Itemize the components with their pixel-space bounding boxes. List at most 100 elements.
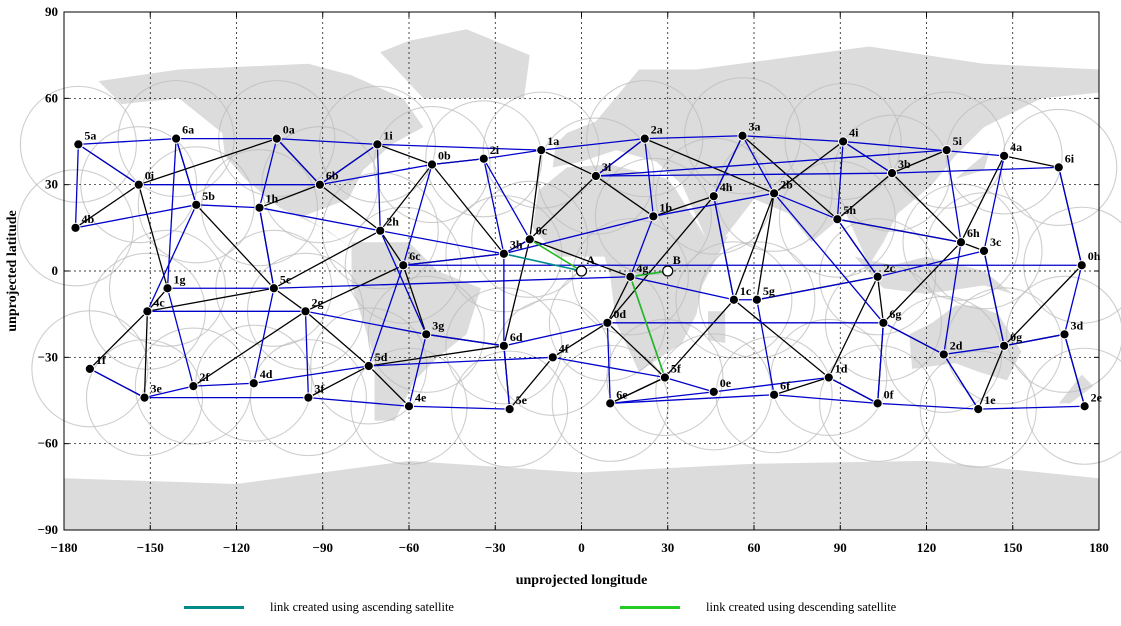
satellite-0g xyxy=(999,340,1010,351)
satellite-5d xyxy=(363,360,374,372)
satellite-label-4a: 4a xyxy=(1010,140,1022,154)
black-link-6b-2h xyxy=(319,184,381,232)
satellite-label-2a: 2a xyxy=(651,123,663,137)
satellite-label-6i: 6i xyxy=(1065,151,1075,165)
satellite-2c xyxy=(872,271,883,282)
footprint-1i xyxy=(318,85,436,203)
satellite-label-1d: 1d xyxy=(835,361,848,375)
landmass-1 xyxy=(351,242,481,421)
satellite-2h xyxy=(375,225,386,236)
satellite-5c xyxy=(268,283,279,294)
satellite-label-4i: 4i xyxy=(849,126,859,140)
blue-link-1i-1a xyxy=(377,143,542,151)
satellite-label-3a: 3a xyxy=(749,120,761,134)
satellite-6f xyxy=(769,389,780,400)
satellite-6g xyxy=(878,317,889,328)
ground-station-links xyxy=(503,238,668,378)
satellite-3i xyxy=(590,170,601,182)
black-link-2g-2f xyxy=(193,310,306,387)
black-link-4f-5e xyxy=(509,356,554,410)
satellite-label-0c: 0c xyxy=(536,223,548,237)
landmass-2 xyxy=(380,29,530,99)
black-link-4a-6i xyxy=(1003,155,1059,169)
blue-link-4i-3b xyxy=(842,140,893,174)
y-tick-label: 0 xyxy=(52,263,59,278)
legend-label-descending: link created using descending satellite xyxy=(706,600,897,614)
blue-link-0b-2i xyxy=(431,158,484,166)
blue-link-0b-6c xyxy=(402,164,433,266)
blue-link-4g-1c xyxy=(630,276,735,301)
ground-station-A xyxy=(575,265,588,277)
satellite-label-2f: 2f xyxy=(199,370,210,384)
blue-link-3c-0g xyxy=(983,250,1005,346)
satellite-label-1h: 1h xyxy=(266,192,279,206)
blue-link-1b-2b xyxy=(653,192,775,217)
landmass-10 xyxy=(955,150,990,179)
blue-link-2h-3g xyxy=(379,230,427,335)
blue-link-3h-1b xyxy=(503,215,654,255)
legend-swatch-descending xyxy=(620,606,680,609)
satellite-6e xyxy=(605,398,616,409)
satellite-label-0a: 0a xyxy=(283,123,295,137)
blue-link-6c-5d xyxy=(368,265,404,367)
satellite-1a xyxy=(536,145,547,156)
footprint-5a xyxy=(19,85,137,203)
satellite-label-5b: 5b xyxy=(202,189,215,203)
legend-swatch-ascending xyxy=(184,606,244,609)
satellite-4c xyxy=(142,306,153,317)
satellite-1f xyxy=(84,363,95,374)
blue-link-1d-0f xyxy=(828,376,878,404)
footprint-1c xyxy=(675,241,793,359)
blue-link-0d-6e xyxy=(606,322,611,404)
satellite-6a xyxy=(171,133,182,144)
blue-link-5i-6h xyxy=(945,150,962,243)
footprint-5g xyxy=(698,241,816,359)
blue-link-6d-5e xyxy=(503,345,511,410)
satellite-2b xyxy=(769,188,780,199)
gridlines xyxy=(64,12,1099,530)
x-tick-label: −150 xyxy=(137,540,164,555)
satellite-2f xyxy=(188,381,199,392)
black-link-5b-5c xyxy=(195,204,275,289)
satellite-3b xyxy=(886,168,898,179)
satellite-label-6e: 6e xyxy=(616,387,628,401)
blue-link-3g-6d xyxy=(426,333,504,347)
satellite-label-3c: 3c xyxy=(990,235,1002,249)
satellite-label-6a: 6a xyxy=(182,123,194,137)
black-link-0d-4f xyxy=(552,322,608,358)
black-link-0b-3h xyxy=(431,164,505,255)
black-link-2b-1c xyxy=(733,193,775,301)
satellite-nodes: 5a 6a 0a 1i 2i 1a 2a 3a 4i 5i 4a 6i 0i 0b 6b 3i 3b 4b 5b 1h… xyxy=(70,120,1103,415)
satellite-label-1g: 1g xyxy=(174,272,186,286)
blue-link-5a-0i xyxy=(78,143,140,186)
blue-link-6g-2d xyxy=(883,322,945,356)
satellite-label-3g: 3g xyxy=(432,318,444,332)
satellite-label-5d: 5d xyxy=(375,350,388,364)
blue-link-5g-6f xyxy=(756,299,775,395)
footprint-6h xyxy=(902,183,1020,301)
x-tick-label: 120 xyxy=(917,540,937,555)
blue-link-2g-3f xyxy=(304,311,310,398)
x-tick-label: 0 xyxy=(578,540,585,555)
blue-link-1b-4g xyxy=(629,216,654,277)
blue-link-5h-6h xyxy=(837,218,962,243)
black-link-3b-5h xyxy=(836,172,893,220)
blue-link-6e-0e xyxy=(610,391,714,405)
black-link-4i-2b xyxy=(773,140,844,194)
blue-link-0h-3d xyxy=(1063,265,1083,335)
ground-station-label-A: A xyxy=(587,253,596,267)
blue-link-2f-4d xyxy=(193,382,254,387)
satellite-4h xyxy=(708,191,719,202)
blue-link-2a-3a xyxy=(644,135,743,140)
blue-link-6c-3h xyxy=(403,253,504,266)
blue-link-4b-5b xyxy=(75,204,197,229)
x-tick-label: 30 xyxy=(661,540,674,555)
blue-link-1h-5c xyxy=(258,207,275,289)
black-link-0g-1e xyxy=(977,345,1005,410)
footprint-1e xyxy=(919,350,1037,468)
blue-link-6d-0d xyxy=(503,322,608,347)
blue-link-5a-6a xyxy=(78,137,177,146)
footprint-5h xyxy=(778,160,896,278)
